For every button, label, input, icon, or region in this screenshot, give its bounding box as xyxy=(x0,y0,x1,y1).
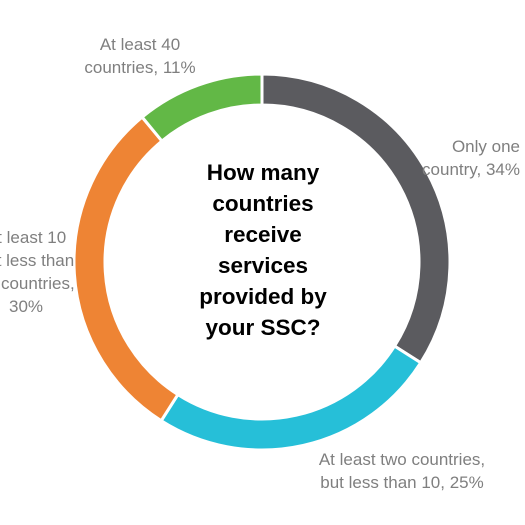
chart-title: How many countries receive services provided… xyxy=(199,160,327,340)
donut-slice-3 xyxy=(72,115,180,423)
slice-label-4: At least 40 countries, 11% xyxy=(84,35,195,77)
slice-label-3: At least 10but less than40 countries,30% xyxy=(0,228,75,316)
slice-label-1: Only one country, 34% xyxy=(422,137,520,179)
donut-slices xyxy=(72,72,452,452)
slice-label-2: At least two countries, but less than 10,… xyxy=(319,450,485,492)
donut-slice-4 xyxy=(140,72,264,144)
slice-labels: Only one country, 34% At least two countri… xyxy=(0,35,520,492)
donut-slice-2 xyxy=(159,344,423,452)
